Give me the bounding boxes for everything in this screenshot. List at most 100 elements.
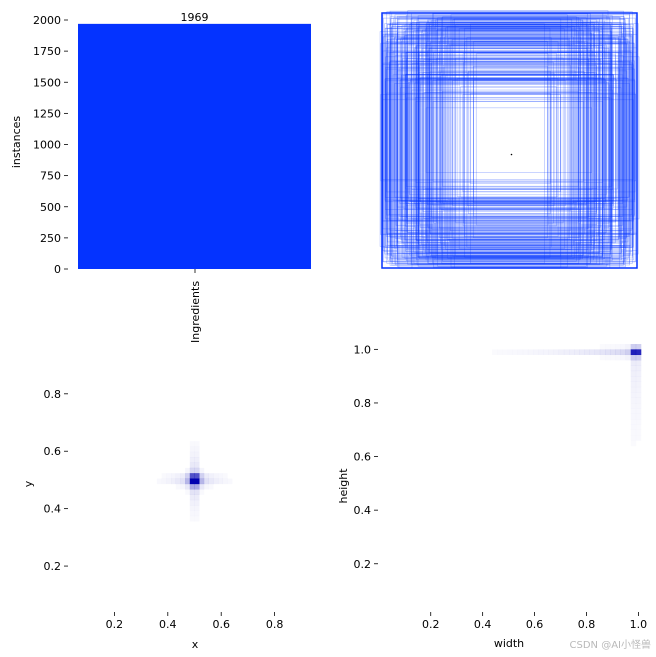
bar-y-tick-label: 1750 bbox=[33, 45, 61, 58]
heatmap-cell bbox=[175, 478, 181, 485]
heatmap-cell bbox=[605, 344, 610, 350]
box-outline bbox=[439, 71, 585, 204]
box-outline bbox=[396, 19, 626, 268]
box-outline bbox=[417, 18, 603, 258]
heatmap-cell bbox=[615, 344, 620, 350]
box-outline bbox=[390, 18, 630, 259]
box-outline bbox=[418, 40, 601, 246]
box-outline bbox=[394, 55, 624, 231]
box-outline bbox=[407, 78, 617, 199]
box-outline bbox=[406, 52, 612, 233]
box-outline bbox=[467, 70, 551, 214]
heatmap-cell bbox=[543, 349, 549, 356]
heatmap-x-tick-label: 0.4 bbox=[474, 618, 492, 631]
heatmap-cell bbox=[171, 473, 176, 479]
heatmap-cell bbox=[548, 349, 554, 356]
box-outline bbox=[437, 17, 587, 267]
heatmap-y-tick-label: 1.0 bbox=[354, 343, 372, 356]
heatmap-cell bbox=[194, 457, 200, 463]
box-outline bbox=[431, 45, 587, 230]
heatmap-cell bbox=[199, 483, 205, 490]
box-outline bbox=[441, 17, 580, 265]
box-outline bbox=[407, 10, 609, 265]
heatmap-cell bbox=[610, 355, 615, 361]
bar-ingredients bbox=[78, 23, 311, 270]
box-outline bbox=[418, 77, 602, 199]
heatmap-cell bbox=[553, 349, 560, 356]
box-outline bbox=[429, 41, 585, 235]
box-outline bbox=[396, 22, 622, 254]
box-outline bbox=[399, 37, 619, 240]
box-outline bbox=[388, 61, 633, 216]
box-outline bbox=[424, 92, 598, 189]
box-outline bbox=[391, 26, 624, 257]
box-outline bbox=[419, 83, 598, 203]
heatmap-cell bbox=[223, 473, 228, 479]
heatmap-cell bbox=[157, 479, 162, 485]
box-outline bbox=[415, 24, 604, 260]
box-outline bbox=[414, 82, 606, 205]
box-outline bbox=[428, 57, 589, 229]
box-outline bbox=[411, 63, 611, 220]
box-outline bbox=[405, 93, 618, 190]
heatmap-cell bbox=[631, 419, 636, 425]
heatmap-cell bbox=[589, 349, 596, 356]
heatmap-cell bbox=[631, 435, 636, 441]
box-outline bbox=[390, 36, 626, 246]
box-outline bbox=[414, 48, 610, 228]
box-outline bbox=[382, 36, 633, 248]
box-outline bbox=[436, 19, 583, 260]
box-outline bbox=[406, 97, 613, 187]
box-outline bbox=[394, 83, 630, 198]
heatmap-cell bbox=[625, 349, 632, 356]
box-outline bbox=[418, 25, 595, 250]
heatmap-cell bbox=[631, 408, 636, 414]
wh-heatmap-cells bbox=[502, 344, 642, 441]
box-outline bbox=[426, 26, 589, 250]
bar-chart-panel: 1969 0 250 500 750 1000 1250 1500 1750 2000 Ingr… bbox=[10, 11, 311, 343]
box-outline bbox=[441, 30, 579, 253]
heatmap-cell bbox=[502, 349, 507, 355]
box-outline bbox=[429, 74, 596, 203]
heatmap-cell bbox=[558, 349, 565, 356]
heatmap-cell bbox=[599, 349, 606, 356]
box-outline bbox=[405, 29, 611, 252]
box-outline bbox=[417, 15, 608, 267]
box-outline bbox=[434, 26, 581, 261]
box-outline bbox=[422, 29, 603, 257]
box-outline bbox=[383, 17, 636, 263]
bar-y-tick-label: 1500 bbox=[33, 76, 61, 89]
box-outline bbox=[443, 66, 579, 209]
heatmap-cell bbox=[635, 370, 642, 377]
box-outline bbox=[466, 37, 552, 248]
box-outline bbox=[390, 22, 627, 260]
box-outline bbox=[447, 37, 570, 241]
box-outline bbox=[416, 59, 604, 226]
heatmap-cell bbox=[190, 441, 195, 447]
heatmap-cell bbox=[569, 349, 575, 356]
heatmap-y-tick-label: 0.2 bbox=[354, 558, 372, 571]
box-outline bbox=[452, 80, 567, 206]
box-outline bbox=[389, 52, 633, 231]
heatmap-cell bbox=[194, 478, 200, 485]
box-outline bbox=[436, 29, 577, 255]
heatmap-cell bbox=[162, 479, 167, 485]
xy-heatmap-cells bbox=[157, 441, 228, 511]
box-outline bbox=[392, 22, 625, 265]
box-outline bbox=[407, 54, 617, 223]
box-outline bbox=[417, 78, 605, 200]
box-outline bbox=[389, 24, 634, 261]
heatmap-cell bbox=[189, 489, 195, 495]
heatmap-cell bbox=[636, 414, 641, 420]
xy-y-axis-label: y bbox=[22, 480, 35, 487]
box-outline bbox=[407, 27, 612, 249]
box-outline bbox=[469, 93, 552, 184]
bar-y-tick-label: 2000 bbox=[33, 14, 61, 27]
box-center-dot bbox=[510, 153, 513, 156]
box-outline bbox=[394, 18, 626, 266]
box-outline bbox=[393, 17, 622, 259]
box-outline bbox=[442, 16, 577, 262]
box-outline bbox=[401, 74, 614, 202]
box-outline bbox=[385, 78, 629, 198]
heatmap-x-tick-label: 0.8 bbox=[266, 618, 284, 631]
